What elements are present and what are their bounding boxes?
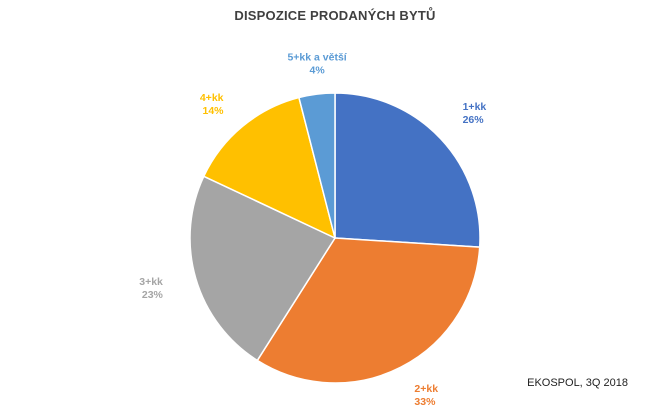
pie-label-2pluskk: 2+kk 33% [414, 383, 438, 408]
pie-slice-4pluskk [203, 96, 336, 239]
pie-label-category: 4+kk [200, 92, 224, 104]
pie-label-category: 1+kk [463, 101, 487, 113]
pie-labels: 1+kk 26% 2+kk 33% 3+kk 23% 4+kk 14% 5+kk a větší… [139, 51, 487, 408]
pie-slice-1pluskk [334, 92, 481, 248]
pie-label-category: 3+kk [139, 276, 163, 288]
pie-label-4pluskk: 4+kk 14% [200, 92, 224, 117]
pie-slices [189, 92, 481, 384]
pie-slice-5pluskk-a-vetsi [298, 92, 336, 239]
source-note: EKOSPOL, 3Q 2018 [527, 377, 628, 389]
pie-slice-3pluskk [189, 175, 336, 362]
pie-label-1pluskk: 1+kk 26% [463, 101, 487, 126]
pie-label-category: 5+kk a větší [287, 51, 347, 63]
chart-title: DISPOZICE PRODANÝCH BYTŮ [234, 8, 436, 23]
pie-label-category: 2+kk [414, 383, 438, 395]
pie-label-value: 23% [142, 289, 164, 301]
pie-label-value: 14% [202, 105, 224, 117]
pie-label-value: 26% [463, 114, 485, 126]
pie-label-value: 4% [310, 64, 326, 76]
pie-label-3pluskk: 3+kk 23% [139, 276, 163, 301]
pie-label-5pluskk-a-vetsi: 5+kk a větší 4% [287, 51, 347, 76]
pie-slice-2pluskk [256, 237, 481, 384]
pie-label-value: 33% [414, 396, 436, 408]
